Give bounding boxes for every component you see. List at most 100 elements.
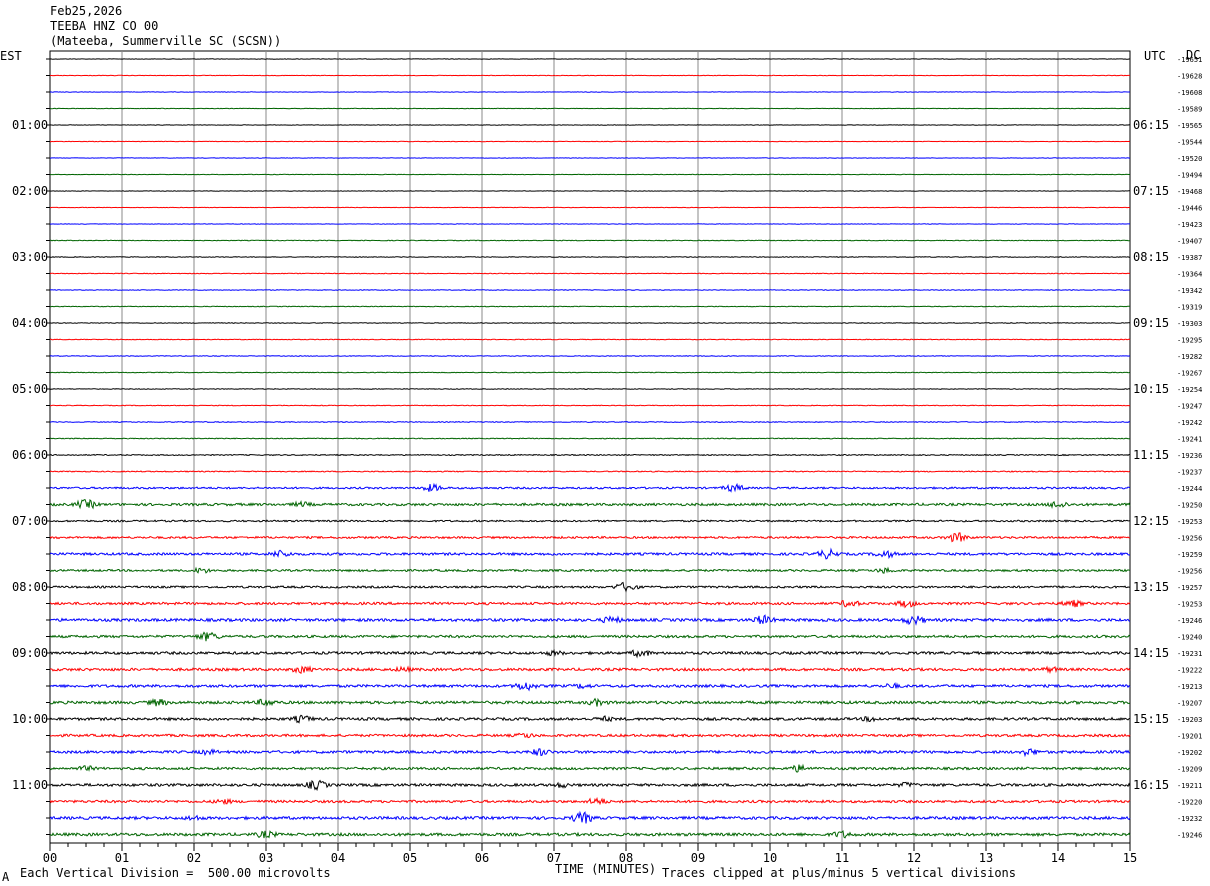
trace-line: [49, 697, 1131, 707]
x-tick-label: 12: [907, 851, 921, 865]
trace-line: [49, 371, 1131, 374]
trace-line: [49, 289, 1131, 291]
x-tick-label: 05: [403, 851, 417, 865]
dc-offset-label: -19201: [1177, 733, 1202, 741]
trace-line: [49, 599, 1131, 609]
dc-offset-label: -19257: [1177, 584, 1202, 592]
dc-offset-label: -19222: [1177, 667, 1202, 675]
dc-offset-label: -19253: [1177, 601, 1202, 609]
dc-offset-header: DC: [1186, 48, 1201, 62]
dc-offset-label: -19407: [1177, 238, 1202, 246]
dc-offset-label: -19303: [1177, 320, 1202, 328]
dc-offset-label: -19246: [1177, 832, 1202, 840]
plot-location: (Mateeba, Summerville SC (SCSN)): [50, 34, 282, 48]
trace-line: [50, 322, 1130, 324]
trace-line: [49, 355, 1131, 357]
x-tick-label: 03: [259, 851, 273, 865]
x-tick-label: 06: [475, 851, 489, 865]
dc-offset-label: -19319: [1177, 304, 1202, 312]
hour-label-right: 11:15: [1133, 448, 1169, 462]
dc-offset-label: -19244: [1177, 485, 1202, 493]
dc-offset-label: -19651: [1177, 56, 1202, 64]
dc-offset-label: -19247: [1177, 403, 1202, 411]
hour-label-right: 13:15: [1133, 580, 1169, 594]
trace-line: [49, 498, 1131, 510]
hour-label-left: 03:00: [12, 250, 48, 264]
plot-date: Feb25,2026: [50, 4, 123, 18]
trace-line: [50, 519, 1131, 523]
left-timezone-label: EST: [0, 49, 22, 63]
dc-offset-label: -19232: [1177, 815, 1202, 823]
dc-offset-label: -19236: [1177, 452, 1202, 460]
dc-offset-label: -19520: [1177, 155, 1202, 163]
plot-frame: [49, 50, 1131, 844]
dc-offset-label: -19589: [1177, 106, 1202, 114]
hour-label-left: 08:00: [12, 580, 48, 594]
x-tick-label: 09: [691, 851, 705, 865]
x-tick-label: 00: [43, 851, 57, 865]
dc-offset-label: -19241: [1177, 436, 1202, 444]
dc-offset-label: -19203: [1177, 716, 1202, 724]
hour-label-right: 16:15: [1133, 778, 1169, 792]
trace-line: [49, 581, 1131, 593]
hour-label-right: 09:15: [1133, 316, 1169, 330]
hour-label-right: 06:15: [1133, 118, 1169, 132]
trace-line: [49, 763, 1131, 773]
dc-offset-label: -19628: [1177, 73, 1202, 81]
plot-station: TEEBA HNZ CO 00: [50, 19, 159, 33]
trace-line: [49, 482, 1131, 493]
dc-offset-label: -19468: [1177, 188, 1202, 196]
trace-line: [49, 810, 1131, 824]
dc-offset-label: -19209: [1177, 766, 1202, 774]
dc-offset-label: -19246: [1177, 617, 1202, 625]
scale-mark: A: [2, 870, 10, 884]
dc-offset-label: -19608: [1177, 89, 1202, 97]
dc-offset-label: -19253: [1177, 518, 1202, 526]
scale-note: Each Vertical Division = 500.00 microvol…: [20, 866, 331, 880]
trace-line: [49, 614, 1131, 626]
trace-line: [49, 453, 1131, 457]
trace-line: [49, 437, 1131, 440]
x-axis-title: TIME (MINUTES): [555, 862, 657, 876]
trace-line: [49, 748, 1131, 758]
x-tick-label: 01: [115, 851, 129, 865]
dc-offset-label: -19565: [1177, 122, 1202, 130]
dc-offset-label: -19364: [1177, 271, 1202, 279]
trace-line: [49, 532, 1131, 543]
hour-label-right: 08:15: [1133, 250, 1169, 264]
trace-line: [49, 665, 1131, 675]
dc-offset-label: -19259: [1177, 551, 1202, 559]
trace-line: [49, 388, 1131, 390]
hour-label-left: 11:00: [12, 778, 48, 792]
x-tick-label: 07: [547, 851, 561, 865]
dc-offset-label: -19446: [1177, 205, 1202, 213]
dc-offset-label: -19242: [1177, 419, 1202, 427]
dc-offset-label: -19267: [1177, 370, 1202, 378]
trace-line: [49, 404, 1131, 407]
dc-offset-label: -19254: [1177, 386, 1202, 394]
trace-line: [49, 631, 1131, 642]
trace-line: [49, 566, 1131, 574]
dc-offset-label: -19240: [1177, 634, 1202, 642]
dc-offset-label: -19342: [1177, 287, 1202, 295]
x-tick-label: 11: [835, 851, 849, 865]
trace-line: [49, 682, 1131, 692]
trace-line: [49, 796, 1131, 806]
trace-line: [49, 648, 1131, 659]
dc-offset-label: -19211: [1177, 782, 1202, 790]
trace-line: [49, 420, 1131, 424]
hour-label-left: 07:00: [12, 514, 48, 528]
x-tick-label: 13: [979, 851, 993, 865]
dc-offset-label: -19256: [1177, 568, 1202, 576]
hour-label-right: 10:15: [1133, 382, 1169, 396]
hour-label-left: 09:00: [12, 646, 48, 660]
dc-offset-label: -19207: [1177, 700, 1202, 708]
hour-label-left: 01:00: [12, 118, 48, 132]
dc-offset-label: -19220: [1177, 799, 1202, 807]
x-tick-label: 08: [619, 851, 633, 865]
dc-offset-label: -19202: [1177, 749, 1202, 757]
dc-offset-label: -19250: [1177, 502, 1202, 510]
hour-label-left: 05:00: [12, 382, 48, 396]
dc-offset-label: -19494: [1177, 172, 1202, 180]
hour-label-right: 15:15: [1133, 712, 1169, 726]
